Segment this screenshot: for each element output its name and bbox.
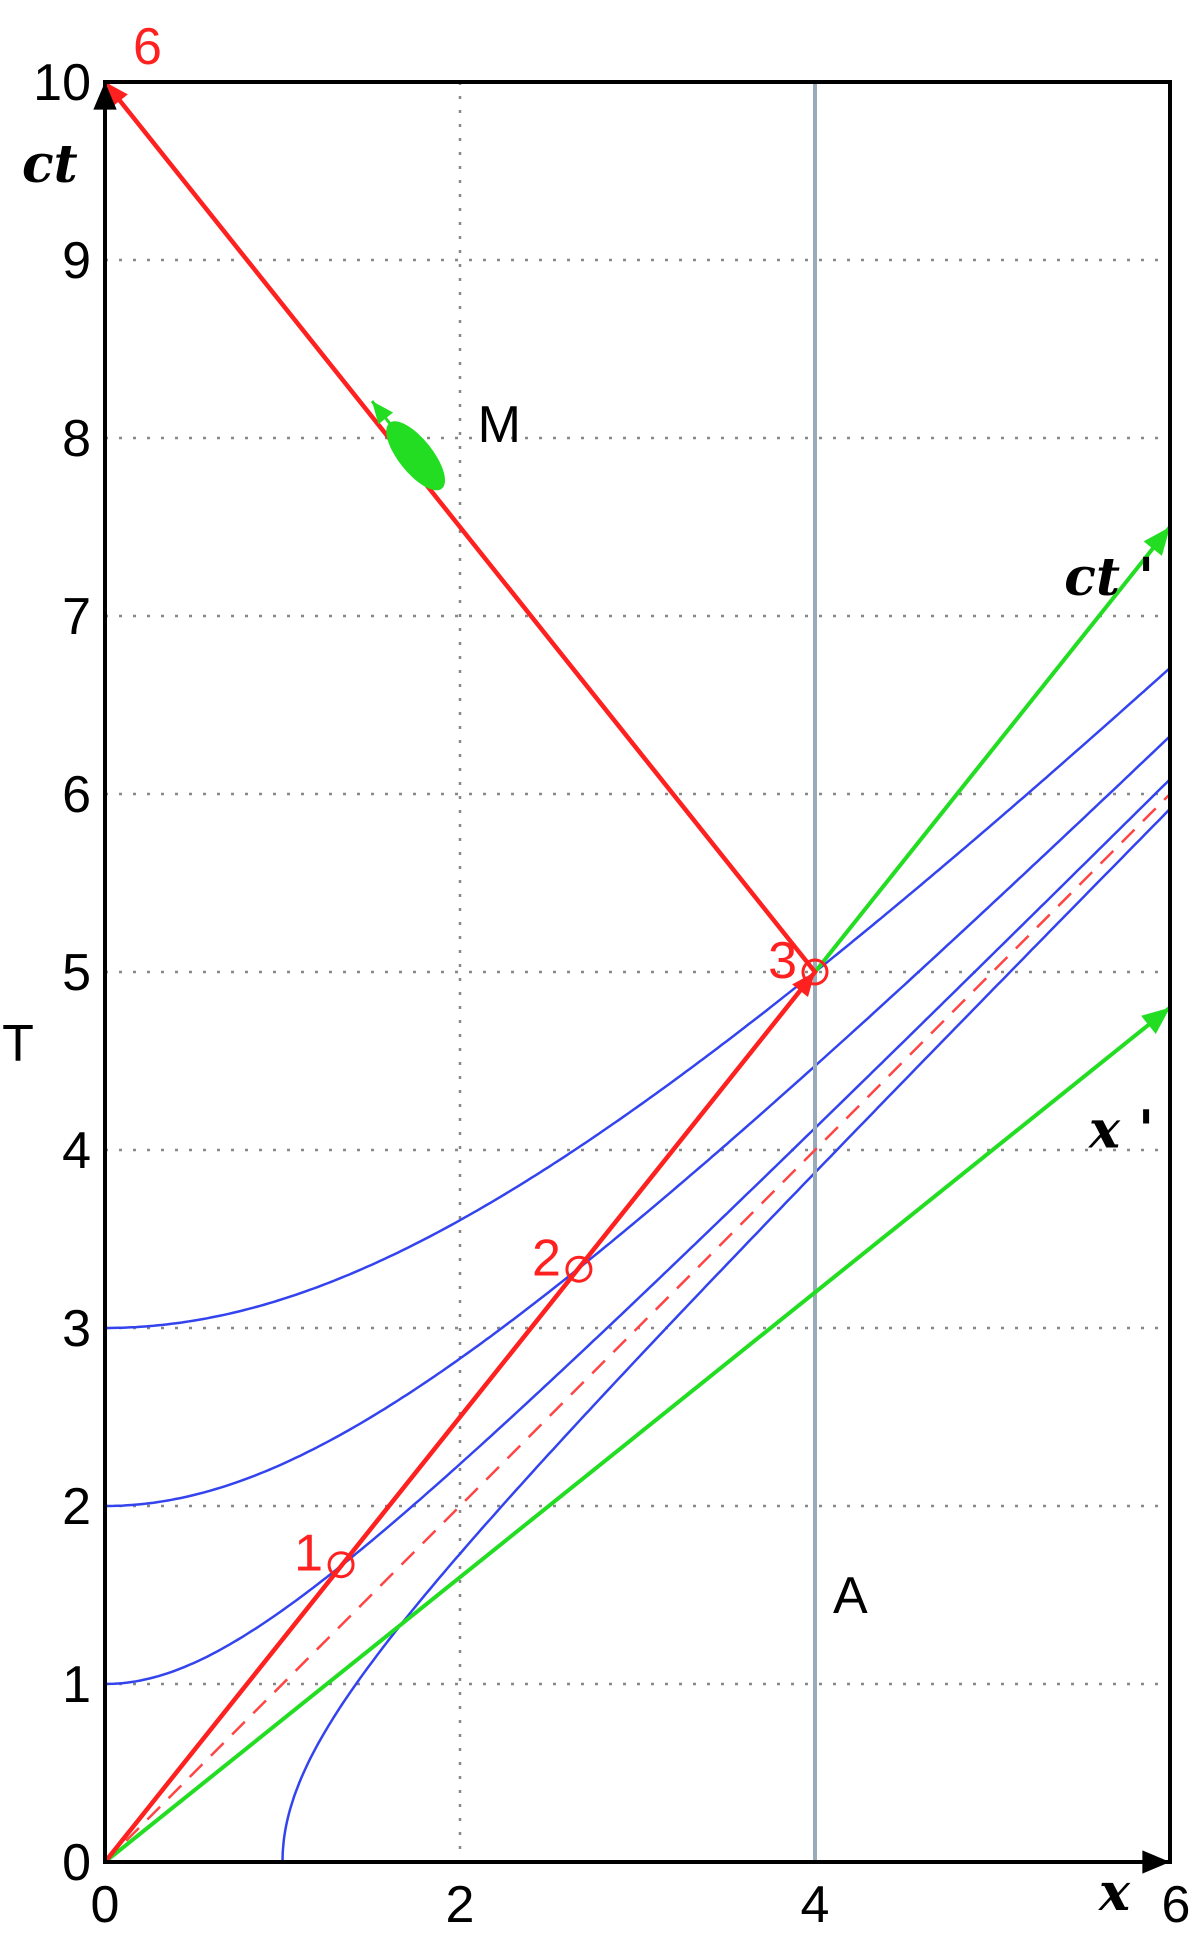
event-label-2: 2 [532,1229,561,1287]
y-tick-label: 6 [62,766,91,824]
y-tick-label: 8 [62,410,91,468]
x-prime-arrow [1141,1007,1170,1035]
chart-lines [103,80,1172,1864]
red-path-arrow-out [792,972,815,998]
event-label-6: 6 [133,18,162,76]
event-point-3 [801,958,829,986]
event-point-1 [327,1551,355,1579]
ct-prime-arrow [1143,527,1170,556]
x-tick-label: 0 [91,1876,120,1934]
worldline-a-label: A [833,1567,868,1625]
plot-frame [103,80,1172,1864]
hyperbola-timelike [105,666,1171,1330]
y-tick-label: 9 [62,232,91,290]
ct-prime-axis-label: ct ' [1064,547,1154,608]
event-label-3: 3 [768,932,797,990]
y-tick-label: 2 [62,1478,91,1536]
marker-m-label: M [478,396,521,454]
event-point-2 [565,1255,593,1283]
marker-m-arrow [371,401,394,425]
axis-arrows [93,82,1170,1874]
y-tick-label: 5 [62,944,91,1002]
y-tick-label: 4 [62,1122,91,1180]
x-tick-label: 6 [1162,1876,1191,1934]
y-tick-label: 7 [62,588,91,646]
ct-axis-label: ct [22,134,78,195]
y-tick-label: 3 [62,1300,91,1358]
hyperbola-curves [104,666,1171,1863]
hyperbola-spacelike [281,808,1171,1863]
y-tick-label: 10 [33,54,91,112]
ct-axis-arrow [93,82,117,110]
x-axis-arrow [1142,1850,1170,1874]
event-label-1: 1 [294,1525,323,1583]
y-tick-label: 0 [62,1834,91,1892]
x-tick-label: 4 [801,1876,830,1934]
x-tick-label: 2 [446,1876,475,1934]
x-prime-axis-label: x ' [1088,1100,1154,1161]
hyperbola-timelike [104,778,1171,1686]
text-labels: M 1 2 3 6 ct x ct ' x ' T A [2,18,1154,1923]
hyperbola-timelike [105,735,1171,1508]
x-prime-axis [103,1006,1172,1864]
tick-labels: 0 1 2 3 4 5 6 7 8 9 10 0 2 4 6 [33,54,1190,1934]
x-axis-label: x [1098,1862,1131,1923]
light-line [104,793,1171,1863]
y-axis-label: T [2,1015,34,1073]
y-tick-label: 1 [62,1656,91,1714]
